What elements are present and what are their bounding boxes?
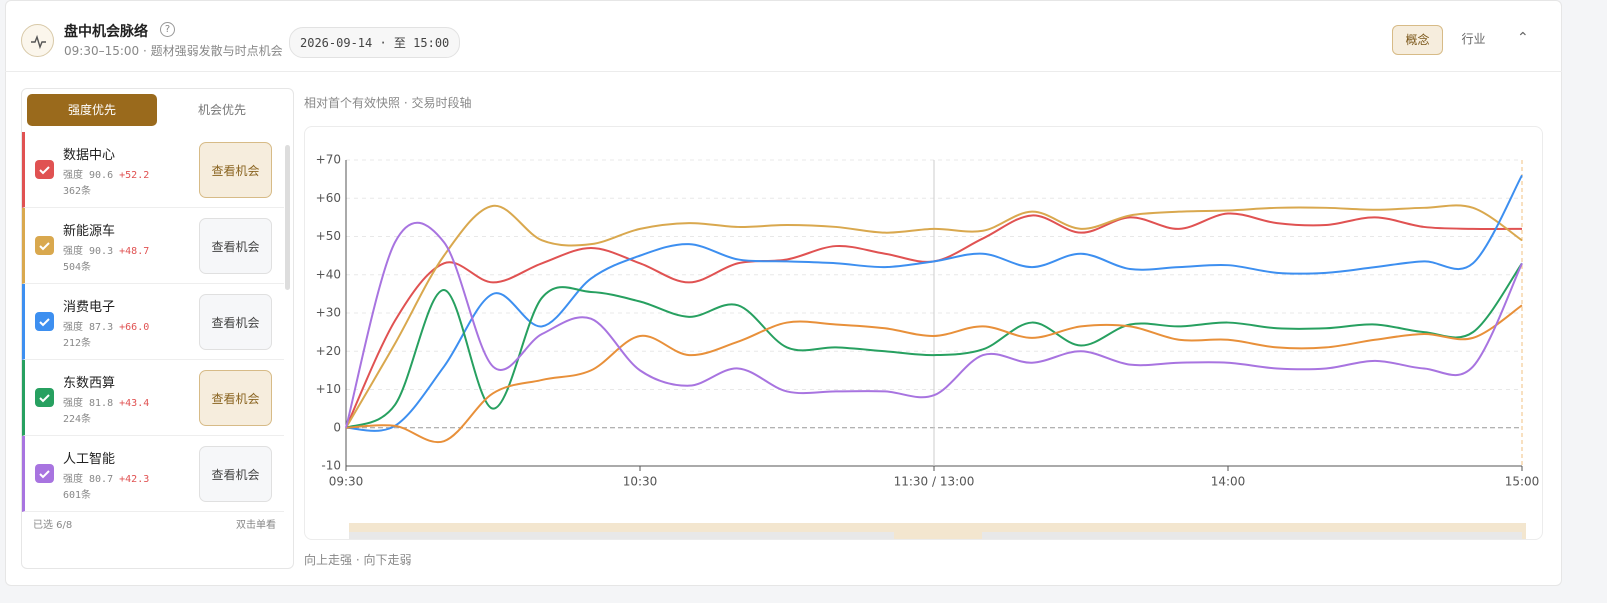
strength: 强度 80.7 <box>63 474 114 485</box>
y-tick-label: +50 <box>316 229 341 243</box>
count: 504条 <box>63 262 92 273</box>
item-meta: 强度 90.6 +52.2 <box>63 166 149 181</box>
view-button[interactable]: 查看机会 <box>199 446 272 502</box>
item-name: 消费电子 <box>63 300 116 315</box>
checkbox[interactable] <box>35 236 54 255</box>
item-meta: 强度 80.7 +42.3 <box>63 470 149 485</box>
y-tick-label: +30 <box>316 306 341 320</box>
change: +42.3 <box>119 474 150 485</box>
checkbox[interactable] <box>35 160 54 179</box>
view-button[interactable]: 查看机会 <box>199 294 272 350</box>
sort-opportunity[interactable]: 机会优先 <box>197 103 246 117</box>
count: 224条 <box>63 414 92 425</box>
y-tick-label: +40 <box>316 267 341 281</box>
item-name: 人工智能 <box>63 452 116 467</box>
list-item[interactable]: 数据中心强度 90.6 +52.2 362条 查看机会 <box>22 132 284 208</box>
item-meta: 强度 81.8 +43.4 <box>63 394 149 409</box>
list-item[interactable]: 消费电子强度 87.3 +66.0 212条 查看机会 <box>22 284 284 360</box>
series-line <box>345 262 1523 429</box>
sort-strength[interactable]: 强度优先 <box>27 94 157 126</box>
series-line <box>345 174 1523 432</box>
series-line <box>345 304 1523 444</box>
view-button[interactable]: 查看机会 <box>199 142 272 198</box>
help-icon[interactable]: ? <box>160 22 175 37</box>
x-tick-label: 14:00 <box>1211 475 1246 489</box>
header <box>5 0 1562 72</box>
item-name: 数据中心 <box>63 148 116 163</box>
list-item[interactable]: 新能源车强度 90.3 +48.7 504条 查看机会 <box>22 208 284 284</box>
chart-note-bottom: 向上走强 · 向下走弱 <box>304 553 412 567</box>
x-tick-label: 15:00 <box>1505 475 1540 489</box>
y-tick-label: +60 <box>316 191 341 205</box>
hint: 双击单看 <box>236 520 276 531</box>
item-name: 新能源车 <box>63 224 116 239</box>
scrollbar <box>285 145 290 290</box>
change: +66.0 <box>119 322 150 333</box>
change: +52.2 <box>119 170 150 181</box>
y-tick-label: +10 <box>316 382 341 396</box>
x-tick-label: 11:30 / 13:00 <box>894 475 975 489</box>
tab-industry[interactable]: 行业 <box>1461 32 1486 46</box>
header-subtitle: 09:30–15:00 · 题材强弱发散与时点机会 <box>64 44 283 58</box>
chart: -10 0 +10 +20 +30 +40 +50 +60 +70 09:30 10:30 11:30… <box>304 126 1543 540</box>
pulse-icon <box>21 24 54 57</box>
x-tick-label: 09:30 <box>329 475 364 489</box>
header-title: 盘中机会脉络 <box>64 24 148 40</box>
selected-count: 已选 6/8 <box>33 520 73 531</box>
collapse[interactable]: ⌃ <box>1517 30 1529 46</box>
list-item[interactable]: 东数西算强度 81.8 +43.4 224条 查看机会 <box>22 360 284 436</box>
change: +43.4 <box>119 398 150 409</box>
checkbox[interactable] <box>35 388 54 407</box>
item-name: 东数西算 <box>63 376 116 391</box>
y-tick-label: 0 <box>333 420 341 434</box>
x-tick-label: 10:30 <box>623 475 658 489</box>
strength: 强度 81.8 <box>63 398 114 409</box>
tab-concept[interactable]: 概念 <box>1392 25 1443 55</box>
count: 212条 <box>63 338 92 349</box>
brush-window <box>349 532 894 539</box>
item-meta: 强度 90.3 +48.7 <box>63 242 149 257</box>
chart-note: 相对首个有效快照 · 交易时段轴 <box>304 96 472 110</box>
strength: 强度 90.3 <box>63 246 114 257</box>
series-line <box>345 221 1523 429</box>
y-tick-label: +20 <box>316 344 341 358</box>
item-meta: 强度 87.3 +66.0 <box>63 318 149 333</box>
strength: 强度 87.3 <box>63 322 114 333</box>
checkbox[interactable] <box>35 464 54 483</box>
change: +48.7 <box>119 246 150 257</box>
count: 601条 <box>63 490 92 501</box>
view-button[interactable]: 查看机会 <box>199 370 272 426</box>
view-button[interactable]: 查看机会 <box>199 218 272 274</box>
list-item[interactable]: 人工智能强度 80.7 +42.3 601条 查看机会 <box>22 436 284 512</box>
brush-window <box>982 532 1522 539</box>
checkbox[interactable] <box>35 312 54 331</box>
y-tick-label: -10 <box>321 459 341 473</box>
count: 362条 <box>63 186 92 197</box>
y-tick-label: +70 <box>316 153 341 167</box>
strength: 强度 90.6 <box>63 170 114 181</box>
date-range[interactable]: 2026-09-14 · 至 15:00 <box>289 27 461 58</box>
series-line <box>345 204 1523 429</box>
